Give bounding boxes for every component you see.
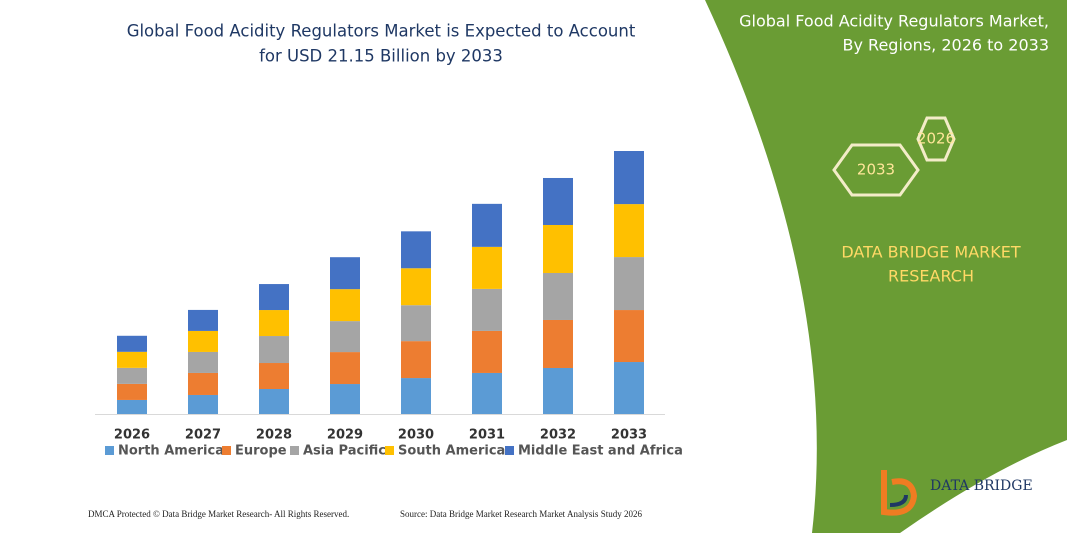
bar-segment [472, 203, 502, 247]
x-tick-label: 2030 [398, 428, 434, 443]
panel-title: Global Food Acidity Regulators Market, [739, 12, 1049, 31]
bar-segment [330, 289, 360, 322]
logo-mark [889, 494, 908, 507]
legend-swatch [290, 446, 299, 455]
bar-segment [259, 389, 289, 414]
bar-segment [117, 399, 147, 414]
bar-segment [188, 330, 218, 352]
hexagon [916, 116, 956, 162]
bar-segment [330, 257, 360, 290]
x-tick-label: 2029 [327, 428, 363, 443]
bar-segment [259, 310, 289, 337]
bar-segment [117, 367, 147, 384]
bar-segment [259, 284, 289, 311]
logo-text: DATA BRIDGE [930, 478, 1033, 494]
bar-segment [117, 335, 147, 352]
legend-label: Middle East and Africa [518, 444, 683, 459]
hexagon [832, 143, 920, 197]
bar-segment [188, 372, 218, 395]
bar-segment [188, 351, 218, 373]
bar-segment [472, 288, 502, 331]
legend-label: Asia Pacific [303, 444, 386, 459]
bar-segment [330, 384, 360, 414]
bar-segment [543, 272, 573, 320]
bar-segment [330, 352, 360, 385]
brand-text: DATA BRIDGE MARKET [841, 243, 1021, 262]
panel-title: By Regions, 2026 to 2033 [843, 36, 1049, 55]
chart-title: for USD 21.15 Billion by 2033 [259, 47, 503, 66]
bar-segment [188, 394, 218, 414]
bar-segment [401, 378, 431, 414]
footer-text: DMCA Protected © Data Bridge Market Rese… [88, 509, 349, 519]
bar-segment [401, 231, 431, 269]
bar-segment [117, 383, 147, 400]
legend-swatch [222, 446, 231, 455]
bar-segment [401, 305, 431, 342]
bar-segment [401, 268, 431, 306]
x-tick-label: 2027 [185, 428, 221, 443]
green-panel [705, 0, 1067, 533]
legend-label: North America [118, 444, 224, 459]
bar-segment [614, 204, 644, 258]
bar-segment [117, 351, 147, 368]
x-tick-label: 2026 [114, 428, 150, 443]
bar-segment [259, 363, 289, 390]
bar-segment [543, 367, 573, 414]
chart-title: Global Food Acidity Regulators Market is… [127, 22, 636, 41]
hexagon-label: 2026 [917, 130, 955, 148]
bar-segment [543, 319, 573, 368]
bar-segment [188, 309, 218, 331]
brand-text: RESEARCH [888, 267, 974, 286]
x-tick-label: 2033 [611, 428, 647, 443]
x-tick-label: 2028 [256, 428, 292, 443]
legend-label: Europe [235, 444, 287, 459]
x-tick-label: 2031 [469, 428, 505, 443]
logo-mark [881, 470, 918, 516]
bar-segment [614, 362, 644, 414]
bar-segment [543, 224, 573, 273]
bar-segment [614, 151, 644, 205]
bar-segment [401, 341, 431, 379]
bar-segment [259, 336, 289, 364]
bar-segment [472, 246, 502, 289]
legend-swatch [505, 446, 514, 455]
bar-segment [543, 177, 573, 225]
bar-segment [472, 330, 502, 373]
bar-segment [614, 310, 644, 363]
legend-swatch [105, 446, 114, 455]
bar-segment [472, 372, 502, 414]
hexagon-label: 2033 [857, 161, 895, 179]
legend-label: South America [398, 444, 505, 459]
bar-segment [614, 257, 644, 311]
x-tick-label: 2032 [540, 428, 576, 443]
footer-text: Source: Data Bridge Market Research Mark… [400, 509, 642, 519]
bar-segment [330, 321, 360, 353]
legend-swatch [385, 446, 394, 455]
